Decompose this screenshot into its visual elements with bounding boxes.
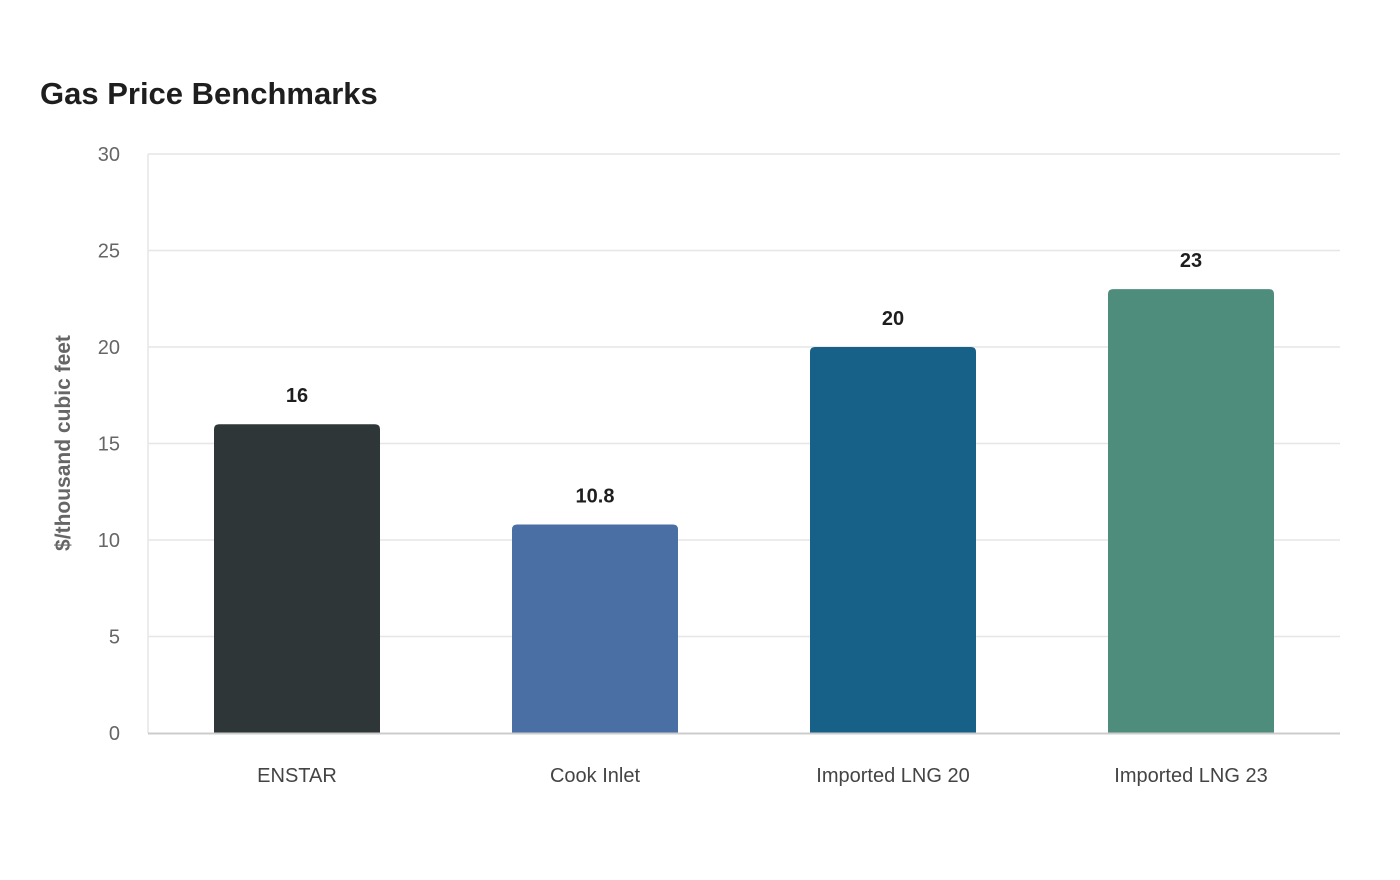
y-axis-ticks: 0 5 10 15 20 25 30 [98,144,120,745]
data-label: 10.8 [576,486,615,508]
y-tick-label: 15 [98,434,120,456]
chart-title: Gas Price Benchmarks [40,76,378,111]
x-tick-label: Imported LNG 20 [816,765,969,787]
data-label: 20 [882,308,904,330]
y-tick-label: 0 [109,723,120,745]
data-label: 23 [1180,250,1202,272]
y-tick-label: 20 [98,337,120,359]
bar [512,524,678,733]
bar [214,424,380,733]
y-axis-title: $/thousand cubic feet [52,335,75,551]
y-tick-label: 30 [98,144,120,166]
data-labels: 16 10.8 20 23 [286,250,1202,507]
bar [1108,289,1274,733]
x-tick-label: Cook Inlet [550,765,640,787]
x-axis-labels: ENSTAR Cook Inlet Imported LNG 20 Imported … [257,765,1268,787]
y-tick-label: 25 [98,241,120,263]
bars [214,289,1274,733]
bar [810,347,976,733]
x-tick-label: ENSTAR [257,765,337,787]
data-label: 16 [286,385,308,407]
y-tick-label: 10 [98,530,120,552]
x-tick-label: Imported LNG 23 [1114,765,1267,787]
y-tick-label: 5 [109,627,120,649]
